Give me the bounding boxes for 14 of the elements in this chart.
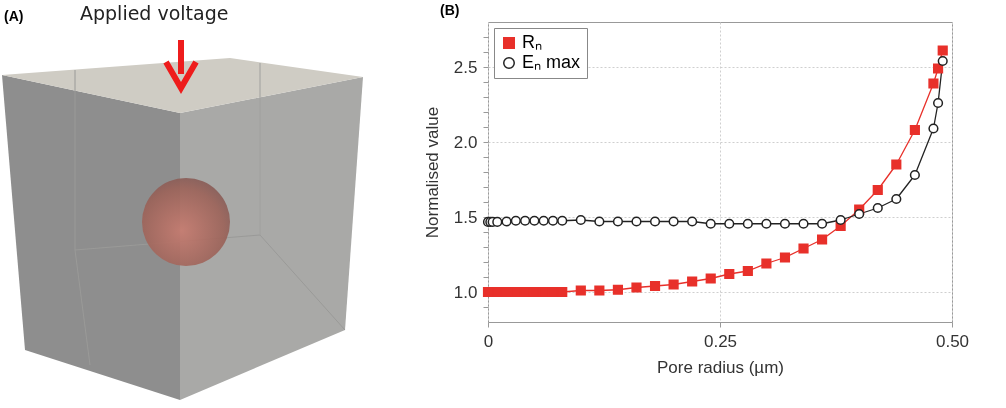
x-tick-label: 0.50: [935, 331, 970, 351]
text: Applied voltage: [80, 2, 229, 24]
y-axis-title: Normalised value: [422, 106, 442, 239]
text: (A): [4, 8, 24, 24]
x-tick-label: 0.25: [703, 331, 738, 351]
legend-label: Eₙ max: [522, 52, 581, 72]
x-tick-label: 0: [483, 331, 494, 351]
y-tick-label: 1.0: [453, 282, 478, 302]
chart-title: (B): [440, 2, 460, 18]
y-tick-label: 2.5: [453, 57, 478, 77]
x-axis-title: Pore radius (µm): [657, 357, 784, 377]
y-tick-label: 2.0: [453, 132, 478, 152]
y-tick-label: 1.5: [453, 207, 478, 227]
legend-label: Rₙ: [522, 32, 542, 52]
